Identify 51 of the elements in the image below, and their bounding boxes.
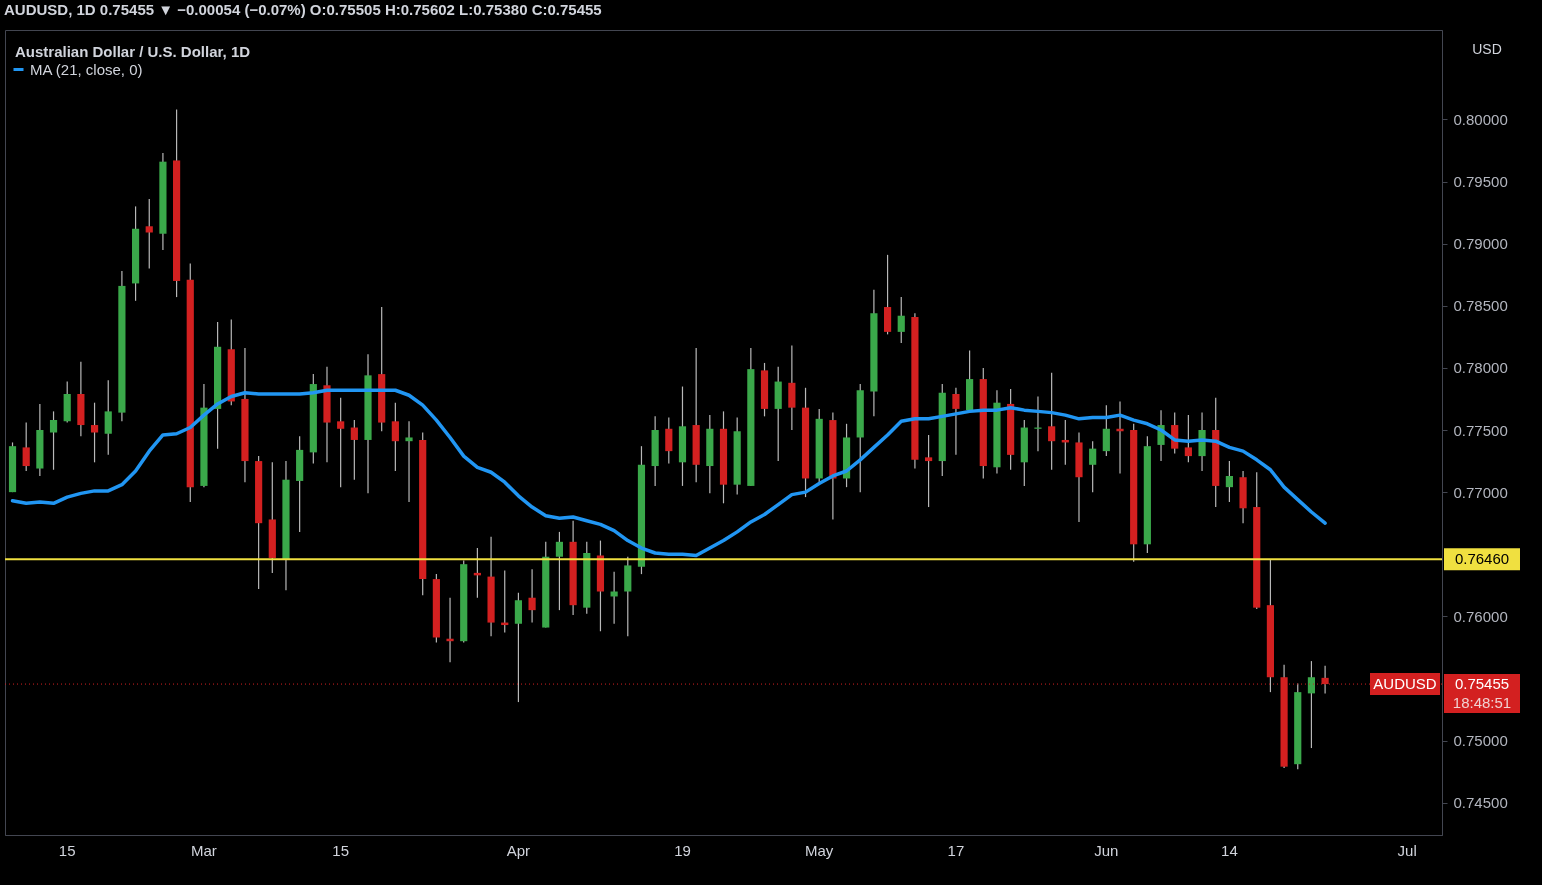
candlestick xyxy=(1102,404,1110,457)
text: Australian Dollar / U.S. Dollar, 1D xyxy=(15,43,251,60)
candlestick xyxy=(925,434,933,508)
candlestick xyxy=(49,410,58,471)
x-tick-label: Jul xyxy=(1397,841,1417,859)
candlestick xyxy=(1048,372,1056,471)
y-tick-label: 0.78500 xyxy=(1453,297,1508,315)
x-tick-label: 14 xyxy=(1221,841,1238,859)
candlestick xyxy=(514,592,522,703)
y-tick-label: 0.79500 xyxy=(1453,173,1508,191)
candlestick xyxy=(1089,440,1097,493)
x-tick-label: 19 xyxy=(674,841,691,859)
y-tick-label: 0.75000 xyxy=(1453,732,1508,750)
candlestick xyxy=(555,531,564,611)
candlestick xyxy=(350,419,358,481)
line-series xyxy=(10,388,1327,558)
legend-label: MA (21, close, 0) xyxy=(30,60,143,78)
y-tick-label: 0.74500 xyxy=(1453,794,1508,812)
text: 0.75455 xyxy=(1454,675,1510,693)
ref-line-label: AUDUSD xyxy=(1373,675,1437,693)
candlestick xyxy=(1184,414,1192,463)
y-tick-label: 0.77500 xyxy=(1453,421,1508,439)
x-tick-label: May xyxy=(805,841,834,859)
candlestick xyxy=(391,402,399,472)
candlestick xyxy=(1225,460,1233,503)
x-tick-label: Apr xyxy=(506,841,531,859)
y-tick-label: 0.76000 xyxy=(1453,607,1508,625)
ref-line-label: 0.76460 xyxy=(1454,550,1510,568)
x-tick-label: 17 xyxy=(947,841,965,859)
x-tick-label: 15 xyxy=(332,841,350,859)
candlestick xyxy=(145,198,153,270)
candlestick xyxy=(405,420,413,503)
candlestick xyxy=(665,416,673,465)
candlestick xyxy=(952,387,960,456)
x-tick-label: Jun xyxy=(1094,841,1119,859)
y-tick-label: 0.80000 xyxy=(1453,110,1508,128)
y-tick-label: 0.79000 xyxy=(1453,235,1508,253)
x-tick-label: 15 xyxy=(58,841,76,859)
candlestick xyxy=(104,379,112,456)
candlestick xyxy=(337,397,345,488)
candlestick xyxy=(528,568,536,624)
candlestick xyxy=(22,421,30,472)
chart-title: AUDUSD, 1D 0.75455 ▼ −0.00054 (−0.07%) O:0.75505 H:0.75602 L:0.75380 C:0.75455 xyxy=(4,1,602,18)
y-tick-label: 0.77000 xyxy=(1453,483,1508,501)
y-tick-label: 0.78000 xyxy=(1453,359,1508,377)
x-tick-label: Mar xyxy=(191,841,217,859)
candlestick xyxy=(90,402,99,463)
candlestick xyxy=(897,296,905,344)
y-axis-title: USD xyxy=(1472,41,1502,57)
text: 18:48:51 xyxy=(1452,694,1512,712)
candlestick xyxy=(1307,660,1316,749)
